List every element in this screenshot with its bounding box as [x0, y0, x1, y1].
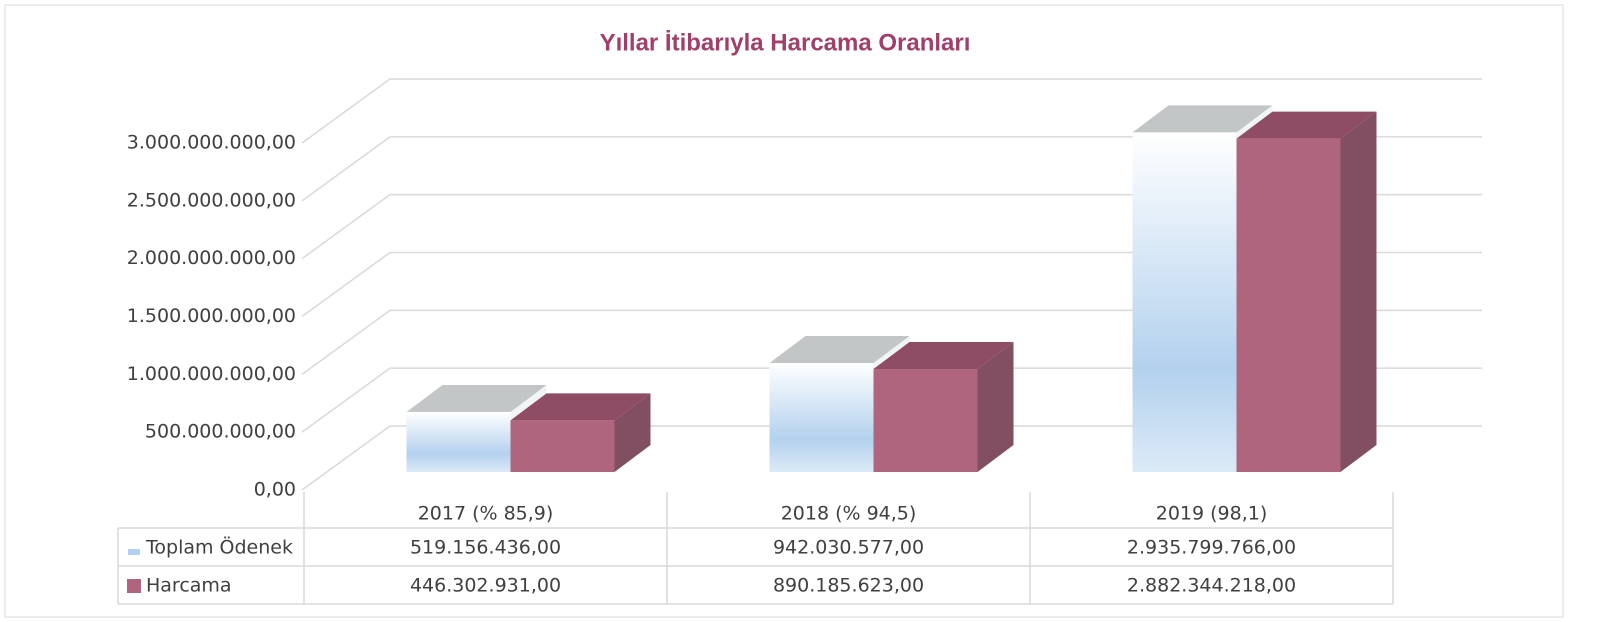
grid-line	[301, 367, 1482, 433]
bar-top	[510, 393, 651, 421]
bar	[1132, 132, 1237, 472]
chart-frame	[4, 4, 1564, 618]
legend-swatch	[128, 549, 140, 555]
grid-line	[301, 193, 1482, 260]
table-value: 942.030.577,00	[773, 537, 924, 559]
y-tick-label: 1.500.000.000,00	[127, 305, 296, 327]
bar	[510, 420, 615, 472]
grid-line	[301, 251, 1482, 318]
y-tick-label: 2.000.000.000,00	[127, 247, 296, 269]
table-value: 2.882.344.218,00	[1127, 575, 1296, 597]
bar-top	[769, 336, 910, 364]
bar-side	[1340, 111, 1377, 472]
data-table	[117, 492, 1394, 605]
bar-top	[406, 384, 547, 412]
table-value: 519.156.436,00	[410, 537, 561, 559]
bar	[769, 363, 874, 472]
bar-side	[614, 393, 651, 472]
bar	[406, 411, 511, 472]
y-tick-label: 2.500.000.000,00	[127, 189, 296, 211]
table-value: 2.935.799.766,00	[1127, 537, 1296, 559]
table-value: 890.185.623,00	[773, 575, 924, 597]
grid-line	[301, 136, 1482, 202]
bar-side	[977, 342, 1014, 472]
grid-line	[301, 309, 1482, 375]
grid-line	[301, 425, 1482, 491]
bar-top	[1132, 105, 1273, 133]
grid-line	[301, 78, 1482, 144]
bar	[873, 369, 978, 472]
x-tick-label: 2018 (% 94,5)	[781, 503, 917, 525]
y-tick-label: 500.000.000,00	[145, 421, 296, 443]
bar-top	[873, 342, 1014, 370]
x-tick-label: 2019 (98,1)	[1156, 503, 1268, 525]
bar-top	[1236, 111, 1377, 139]
legend-label: Toplam Ödenek	[145, 536, 293, 559]
y-tick-label: 3.000.000.000,00	[127, 132, 296, 154]
y-tick-label: 1.000.000.000,00	[127, 363, 296, 385]
chart-title: Yıllar İtibarıyla Harcama Oranları	[600, 29, 971, 56]
legend-label: Harcama	[146, 575, 232, 597]
x-tick-label: 2017 (% 85,9)	[418, 503, 554, 525]
table-value: 446.302.931,00	[410, 575, 561, 597]
bar	[1236, 138, 1341, 472]
legend-swatch	[127, 579, 141, 593]
y-tick-label: 0,00	[254, 479, 296, 501]
